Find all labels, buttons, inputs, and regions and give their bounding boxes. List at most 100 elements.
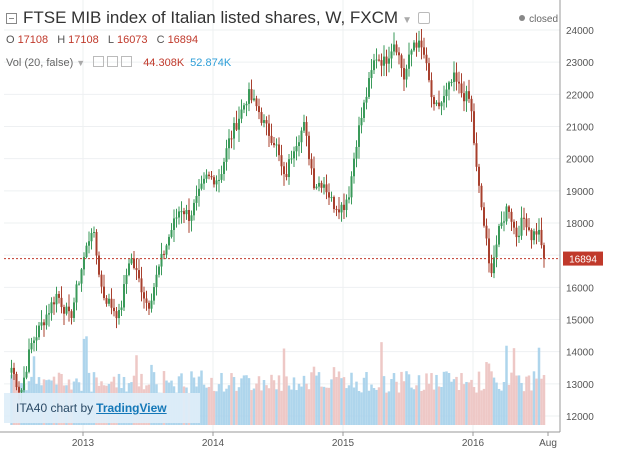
volume-bar bbox=[457, 390, 461, 425]
candle-body bbox=[60, 297, 63, 308]
volume-bar bbox=[220, 372, 223, 425]
candle-body bbox=[78, 283, 80, 285]
candle-body bbox=[195, 195, 198, 203]
candle-body bbox=[65, 306, 68, 314]
volume-bar bbox=[377, 387, 381, 425]
candle-body bbox=[330, 197, 333, 199]
volume-bar bbox=[327, 387, 331, 425]
settings-icon[interactable] bbox=[417, 12, 430, 24]
volume-bar bbox=[400, 371, 403, 425]
volume-bar bbox=[402, 381, 406, 425]
candle-body bbox=[455, 72, 458, 82]
volume-bar bbox=[497, 388, 501, 425]
price-axis: 1200013000140001500016000170001800019000… bbox=[566, 26, 594, 423]
candle-body bbox=[145, 298, 148, 303]
volume-bar bbox=[290, 389, 293, 425]
volume-bar bbox=[85, 336, 88, 425]
volume-bar bbox=[535, 378, 538, 425]
volume-bar bbox=[297, 383, 301, 425]
candle-body bbox=[123, 284, 125, 308]
candle-body bbox=[23, 377, 25, 391]
price-tick-label: 23000 bbox=[566, 58, 594, 69]
candle-body bbox=[295, 146, 298, 152]
candle-body bbox=[35, 337, 38, 341]
volume-bar bbox=[257, 376, 261, 425]
candle-body bbox=[423, 47, 425, 55]
volume-bar bbox=[425, 373, 428, 425]
volume-bar bbox=[532, 371, 536, 425]
volume-bar bbox=[332, 367, 336, 425]
candle-body bbox=[220, 174, 223, 180]
volume-bar bbox=[520, 382, 523, 425]
time-tick-label: Aug bbox=[539, 438, 557, 449]
candle-body bbox=[500, 222, 503, 227]
volume-bar bbox=[385, 392, 388, 425]
candle-body bbox=[428, 63, 430, 81]
volume-bar bbox=[417, 375, 421, 425]
candle-body bbox=[540, 229, 543, 246]
volume-bar bbox=[542, 375, 546, 425]
price-badge: 16894 bbox=[563, 251, 603, 266]
volume-bar bbox=[282, 348, 286, 425]
volume-bar bbox=[325, 387, 328, 425]
candle-body bbox=[458, 81, 460, 84]
volume-bar bbox=[447, 372, 451, 425]
candle-body bbox=[25, 371, 28, 378]
candle-body bbox=[363, 102, 365, 118]
candle-body bbox=[490, 263, 493, 274]
candle-body bbox=[408, 54, 410, 69]
tradingview-link[interactable]: TradingView bbox=[96, 401, 167, 415]
chart-title: FTSE MIB index of Italian listed shares,… bbox=[23, 8, 399, 27]
candle-body bbox=[325, 184, 328, 193]
candle-body bbox=[210, 176, 213, 178]
candle-body bbox=[193, 202, 195, 216]
eye-icon[interactable] bbox=[93, 56, 105, 67]
volume-bar bbox=[287, 385, 291, 425]
candle-body bbox=[208, 174, 210, 177]
candle-body bbox=[38, 325, 40, 338]
volume-bar bbox=[460, 373, 463, 425]
volume-bar bbox=[480, 390, 483, 425]
candle-body bbox=[485, 225, 488, 239]
candle-body bbox=[368, 78, 370, 97]
chevron-down-icon[interactable]: ▼ bbox=[76, 58, 86, 68]
volume-bar bbox=[395, 381, 398, 425]
candle-body bbox=[98, 255, 100, 275]
candle-body bbox=[298, 142, 300, 147]
candle-body bbox=[538, 229, 540, 235]
close-icon[interactable] bbox=[121, 56, 133, 67]
settings-icon[interactable] bbox=[107, 56, 119, 67]
candle-body bbox=[293, 151, 295, 159]
candle-body bbox=[383, 56, 385, 66]
chevron-down-icon[interactable]: ▼ bbox=[402, 15, 412, 26]
price-tick-label: 21000 bbox=[566, 123, 594, 134]
volume-bar bbox=[210, 377, 213, 425]
candles bbox=[10, 28, 545, 403]
candle-body bbox=[478, 166, 480, 186]
candle-body bbox=[398, 52, 400, 56]
volume-bar bbox=[315, 375, 318, 425]
candle-body bbox=[333, 197, 335, 210]
candle-body bbox=[523, 217, 525, 219]
volume-bar bbox=[372, 388, 376, 425]
volume-bar bbox=[430, 373, 433, 425]
collapse-icon[interactable] bbox=[6, 13, 17, 24]
volume-bar bbox=[317, 372, 321, 425]
volume-bar bbox=[450, 381, 453, 425]
volume-bar bbox=[250, 390, 253, 425]
volume-bar bbox=[525, 376, 528, 425]
candle-body bbox=[183, 211, 185, 215]
volume-bar bbox=[255, 383, 258, 425]
volume-bar bbox=[310, 372, 313, 425]
time-tick-label: 2013 bbox=[72, 438, 95, 449]
candle-body bbox=[370, 70, 373, 79]
volume-bar bbox=[475, 392, 478, 425]
volume-bar bbox=[230, 373, 233, 425]
candle-body bbox=[248, 89, 250, 104]
time-tick-label: 2016 bbox=[462, 438, 485, 449]
volume-indicator-label: Vol (20, false) bbox=[6, 57, 74, 69]
chart-title-row: FTSE MIB index of Italian listed shares,… bbox=[6, 8, 430, 28]
volume-bar bbox=[442, 371, 446, 425]
volume-bar bbox=[285, 376, 288, 425]
candle-body bbox=[303, 122, 305, 131]
